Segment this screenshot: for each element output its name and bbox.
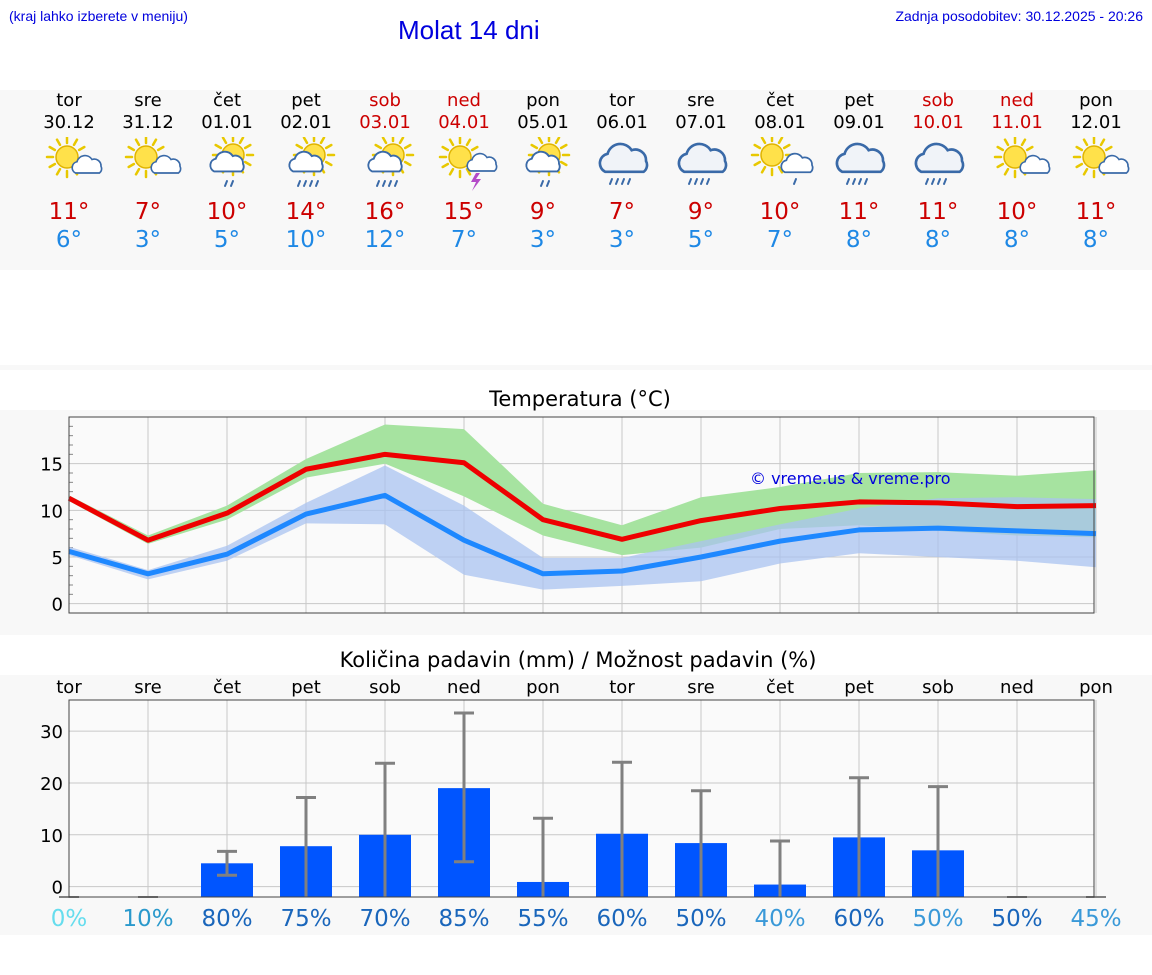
day-name: čet (765, 90, 795, 111)
day-name: čet (212, 90, 242, 111)
temp-max: 10° (206, 199, 248, 225)
cloud-rain-icon (582, 137, 662, 197)
temp-max: 11° (838, 199, 880, 225)
day-date: 11.01 (991, 112, 1043, 133)
temp-max: 7° (134, 199, 162, 225)
sun-cloud-icon (108, 135, 188, 197)
temp-min: 5° (687, 227, 715, 253)
temp-min: 8° (1003, 227, 1031, 253)
temp-max: 11° (917, 199, 959, 225)
temp-max: 9° (529, 199, 557, 225)
temp-min: 3° (529, 227, 557, 253)
sun-light-rain-icon (740, 133, 820, 197)
day-name: tor (56, 90, 82, 111)
sun-cloud-icon (1056, 135, 1136, 197)
precip-chart-title: Količina padavin (mm) / Možnost padavin … (339, 648, 817, 672)
day-name: sre (134, 90, 162, 111)
sun-rain-icon (503, 133, 583, 197)
sun-cloud-icon (977, 135, 1057, 197)
day-date: 07.01 (675, 112, 727, 133)
day-name: sob (369, 90, 401, 111)
temp-min: 8° (1082, 227, 1110, 253)
sun-heavy-rain-icon (345, 133, 425, 197)
temp-max: 10° (996, 199, 1038, 225)
sun-thunder-icon (424, 135, 504, 197)
day-name: sob (922, 90, 954, 111)
day-date: 10.01 (912, 112, 964, 133)
day-date: 04.01 (438, 112, 490, 133)
temp-min: 10° (285, 227, 327, 253)
temp-min: 3° (608, 227, 636, 253)
temperature-chart-title: Temperatura (°C) (489, 387, 671, 411)
cloud-rain-icon (661, 137, 741, 197)
temp-min: 3° (134, 227, 162, 253)
cloud-rain-icon (898, 137, 978, 197)
sun-rain-icon (187, 133, 267, 197)
day-name: ned (447, 90, 481, 111)
day-name: sre (687, 90, 715, 111)
temp-min: 12° (364, 227, 406, 253)
last-update: Zadnja posodobitev: 30.12.2025 - 20:26 (895, 8, 1143, 24)
day-date: 02.01 (280, 112, 332, 133)
temp-min: 7° (450, 227, 478, 253)
day-date: 05.01 (517, 112, 569, 133)
cloud-rain-icon (819, 137, 899, 197)
day-date: 01.01 (201, 112, 253, 133)
temp-min: 7° (766, 227, 794, 253)
temp-min: 8° (845, 227, 873, 253)
temp-max: 7° (608, 199, 636, 225)
day-name: pet (844, 90, 874, 111)
location-hint: (kraj lahko izberete v meniju) (9, 8, 188, 24)
day-date: 08.01 (754, 112, 806, 133)
temp-max: 16° (364, 199, 406, 225)
temperature-chart-bg (0, 410, 1152, 635)
day-date: 30.12 (43, 112, 95, 133)
temp-max: 15° (443, 199, 485, 225)
temp-min: 5° (213, 227, 241, 253)
temp-max: 10° (759, 199, 801, 225)
temp-max: 14° (285, 199, 327, 225)
day-date: 03.01 (359, 112, 411, 133)
temp-min: 8° (924, 227, 952, 253)
day-date: 12.01 (1070, 112, 1122, 133)
divider (0, 365, 1152, 370)
day-name: tor (609, 90, 635, 111)
temp-max: 11° (1075, 199, 1117, 225)
forecast-strip-bg (0, 90, 1152, 270)
temp-max: 11° (48, 199, 90, 225)
day-name: pet (291, 90, 321, 111)
day-date: 09.01 (833, 112, 885, 133)
sun-heavy-rain-icon (266, 133, 346, 197)
day-name: pon (526, 90, 560, 111)
temp-max: 9° (687, 199, 715, 225)
sun-cloud-icon (29, 135, 109, 197)
day-date: 06.01 (596, 112, 648, 133)
day-name: ned (1000, 90, 1034, 111)
page-title: Molat 14 dni (398, 15, 540, 45)
day-name: pon (1079, 90, 1113, 111)
temp-min: 6° (55, 227, 83, 253)
day-date: 31.12 (122, 112, 174, 133)
precip-chart-bg (0, 675, 1152, 935)
